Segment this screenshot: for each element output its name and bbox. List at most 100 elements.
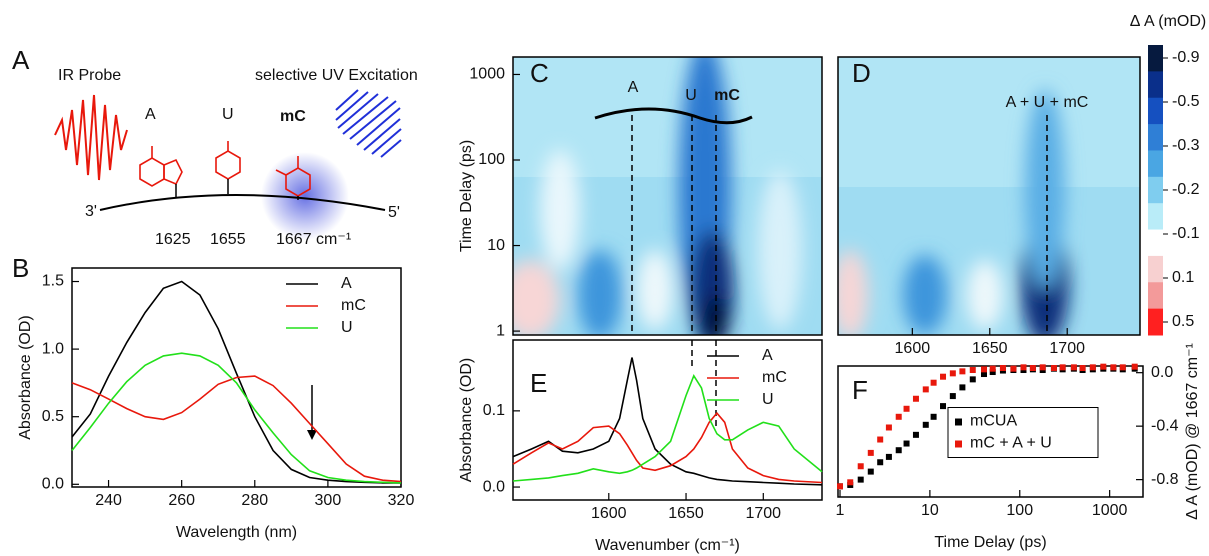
colorbar-tick-label: -0.1 (1172, 225, 1200, 242)
data-point (885, 424, 892, 431)
x-tick-label: 1600 (591, 505, 627, 522)
plot-frame (71, 267, 402, 488)
colorbar-tick-label: -0.5 (1172, 93, 1200, 110)
data-point (895, 447, 902, 454)
legend-marker (955, 440, 962, 448)
data-point (837, 483, 844, 490)
x-tick-label: 1700 (1049, 340, 1085, 357)
series-line (512, 374, 823, 482)
colorbar-cell (1148, 229, 1163, 257)
x-axis-title: Wavenumber (cm⁻¹) (595, 537, 740, 554)
series-line (71, 352, 402, 484)
colorbar-tick-label: -0.9 (1172, 49, 1200, 66)
data-point (969, 367, 976, 374)
data-point (1039, 364, 1046, 371)
y-axis-title: Δ A (mOD) @ 1667 cm⁻¹ (1184, 343, 1201, 520)
frequency: 1625 (155, 231, 191, 248)
colorbar-cell (1148, 255, 1163, 283)
data-point (969, 376, 976, 383)
panel-label: A (12, 45, 30, 75)
data-point (885, 453, 892, 460)
y-tick-label: 0.5 (42, 408, 64, 425)
data-point (949, 370, 956, 377)
data-point (949, 393, 956, 400)
x-axis-title: Time Delay (ps) (934, 534, 1046, 551)
data-point (930, 413, 937, 420)
y-tick-label: 0.0 (42, 476, 64, 493)
annotation: A + U + mC (1006, 94, 1089, 111)
plot-frame (837, 56, 1141, 336)
legend-label: mC (762, 369, 787, 386)
ir-wave (54, 94, 128, 181)
legend-label: A (341, 275, 352, 292)
frequency: 1667 cm⁻¹ (276, 231, 351, 248)
data-point (1020, 364, 1027, 371)
x-tick-label: 1 (836, 502, 845, 519)
data-point (877, 436, 884, 443)
colorbar-cell (1148, 203, 1163, 231)
colorbar-cell (1148, 97, 1163, 125)
panel-label: D (852, 58, 871, 88)
colorbar-tick-label: 0.5 (1172, 313, 1194, 330)
annotation: A (628, 79, 639, 96)
base-label: mC (280, 108, 306, 125)
series-line (71, 280, 401, 484)
heatmap-d-image (838, 57, 1140, 335)
data-point (1100, 363, 1107, 370)
data-point (1089, 364, 1096, 371)
x-tick-label: 1650 (972, 340, 1008, 357)
data-point (1010, 365, 1017, 372)
data-point (1029, 365, 1036, 372)
colorbar-cell (1148, 150, 1163, 178)
y-tick-label: 100 (478, 151, 505, 168)
data-point (1110, 364, 1117, 371)
panel-a: A IR Probe selective UV Excitation A U m… (12, 45, 418, 248)
molecules (139, 141, 311, 197)
data-point (1131, 363, 1138, 370)
x-axis-title: Wavelength (nm) (176, 524, 297, 541)
data-point (857, 463, 864, 470)
data-point (999, 365, 1006, 372)
heatmap-c-image (513, 57, 822, 335)
data-point (940, 403, 947, 410)
uv-label: selective UV Excitation (255, 67, 418, 84)
data-point (1079, 365, 1086, 372)
frequency: 1655 (210, 231, 246, 248)
panel-label: B (12, 253, 29, 283)
data-point (980, 366, 987, 373)
legend-marker (955, 418, 962, 426)
annotation: mC (714, 87, 740, 104)
bracket (594, 107, 753, 125)
colorbar-cell (1148, 45, 1163, 72)
data-point (903, 440, 910, 447)
annotation: U (685, 87, 697, 104)
y-axis-title: Absorbance (OD) (458, 358, 475, 483)
data-point (959, 384, 966, 391)
legend-box (947, 407, 1099, 458)
colorbar-tick-label: -0.2 (1172, 181, 1200, 198)
data-point (867, 449, 874, 456)
data-point (989, 369, 996, 376)
panel-label: F (852, 375, 868, 405)
data-point (903, 405, 910, 412)
dashed-markers (631, 115, 1048, 430)
x-tick-label: 280 (241, 492, 268, 509)
colorbar-title: Δ A (mOD) (1130, 13, 1206, 30)
ir-probe-label: IR Probe (58, 67, 121, 84)
y-tick-label: 0.1 (483, 402, 505, 419)
data-point (922, 386, 929, 393)
panel-label: C (530, 58, 549, 88)
panel-label: E (530, 368, 547, 398)
x-tick-label: 100 (1006, 502, 1033, 519)
legend-label: mCUA (970, 413, 1017, 430)
colorbar-tick-label: 0.1 (1172, 269, 1194, 286)
base-label: U (222, 106, 234, 123)
data-point (877, 459, 884, 466)
plot-frame (512, 339, 823, 501)
colorbar-tick-label: -0.3 (1172, 137, 1200, 154)
data-point (989, 365, 996, 372)
x-tick-label: 1700 (745, 505, 781, 522)
data-point (1059, 364, 1066, 371)
data-point (922, 421, 929, 428)
